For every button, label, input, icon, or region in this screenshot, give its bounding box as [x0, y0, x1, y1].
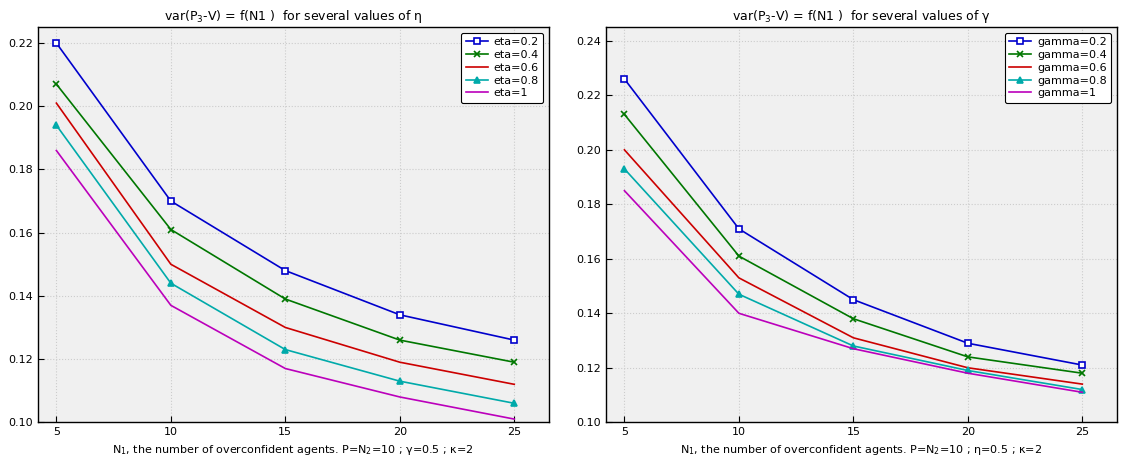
Line: eta=0.8: eta=0.8 [53, 122, 518, 407]
gamma=0.4 [618, 112, 631, 117]
eta=0.8 [507, 400, 521, 406]
eta=1 [393, 394, 406, 400]
gamma=0.6 [732, 275, 746, 281]
gamma=0.6 [1076, 381, 1089, 387]
gamma=0.4 [961, 354, 974, 359]
eta=0.6 [50, 100, 63, 106]
eta=0.8 [164, 280, 178, 286]
eta=0.2 [50, 40, 63, 46]
eta=0.2 [164, 198, 178, 204]
eta=0.6 [507, 382, 521, 387]
gamma=0.6 [847, 335, 861, 340]
gamma=0.6 [961, 365, 974, 371]
Line: eta=0.4: eta=0.4 [53, 81, 518, 365]
eta=0.2 [507, 337, 521, 343]
eta=0.6 [164, 261, 178, 267]
eta=0.4 [164, 227, 178, 232]
gamma=1 [961, 371, 974, 376]
gamma=1 [618, 188, 631, 193]
Line: gamma=0.2: gamma=0.2 [621, 75, 1086, 369]
eta=0.4 [507, 359, 521, 365]
gamma=0.2 [847, 297, 861, 302]
eta=0.8 [279, 347, 292, 352]
Line: eta=0.6: eta=0.6 [56, 103, 514, 385]
gamma=0.2 [732, 226, 746, 232]
eta=1 [279, 366, 292, 372]
gamma=0.2 [1076, 362, 1089, 368]
gamma=1 [732, 311, 746, 316]
gamma=0.4 [847, 316, 861, 321]
Line: gamma=1: gamma=1 [624, 191, 1082, 392]
eta=1 [507, 416, 521, 422]
eta=0.4 [393, 337, 406, 343]
Line: eta=0.2: eta=0.2 [53, 40, 518, 344]
eta=1 [50, 148, 63, 153]
eta=0.8 [393, 379, 406, 384]
gamma=0.8 [1076, 387, 1089, 392]
gamma=0.4 [1076, 371, 1089, 376]
X-axis label: N$_1$, the number of overconfident agents. P=N$_2$=10 ; η=0.5 ; κ=2: N$_1$, the number of overconfident agent… [681, 443, 1043, 457]
gamma=0.6 [618, 147, 631, 153]
gamma=0.8 [847, 343, 861, 349]
Title: var(P$_3$-V) = f(N1 )  for several values of γ: var(P$_3$-V) = f(N1 ) for several values… [732, 8, 991, 25]
Line: gamma=0.8: gamma=0.8 [621, 166, 1086, 393]
gamma=0.2 [961, 340, 974, 346]
eta=0.2 [279, 268, 292, 273]
Legend: eta=0.2, eta=0.4, eta=0.6, eta=0.8, eta=1: eta=0.2, eta=0.4, eta=0.6, eta=0.8, eta=… [461, 33, 543, 103]
Title: var(P$_3$-V) = f(N1 )  for several values of η: var(P$_3$-V) = f(N1 ) for several values… [164, 8, 423, 25]
gamma=1 [1076, 390, 1089, 395]
eta=0.4 [50, 81, 63, 87]
gamma=0.8 [961, 368, 974, 373]
eta=0.6 [393, 359, 406, 365]
eta=0.4 [279, 296, 292, 302]
gamma=0.8 [618, 166, 631, 172]
Line: gamma=0.6: gamma=0.6 [624, 150, 1082, 384]
gamma=0.8 [732, 292, 746, 297]
eta=0.8 [50, 122, 63, 128]
gamma=1 [847, 346, 861, 352]
gamma=0.2 [618, 76, 631, 82]
gamma=0.4 [732, 253, 746, 259]
Line: gamma=0.4: gamma=0.4 [621, 111, 1086, 377]
eta=0.6 [279, 325, 292, 330]
X-axis label: N$_1$, the number of overconfident agents. P=N$_2$=10 ; γ=0.5 ; κ=2: N$_1$, the number of overconfident agent… [112, 443, 474, 457]
Legend: gamma=0.2, gamma=0.4, gamma=0.6, gamma=0.8, gamma=1: gamma=0.2, gamma=0.4, gamma=0.6, gamma=0… [1005, 33, 1112, 103]
eta=1 [164, 303, 178, 308]
eta=0.2 [393, 312, 406, 318]
Line: eta=1: eta=1 [56, 151, 514, 419]
